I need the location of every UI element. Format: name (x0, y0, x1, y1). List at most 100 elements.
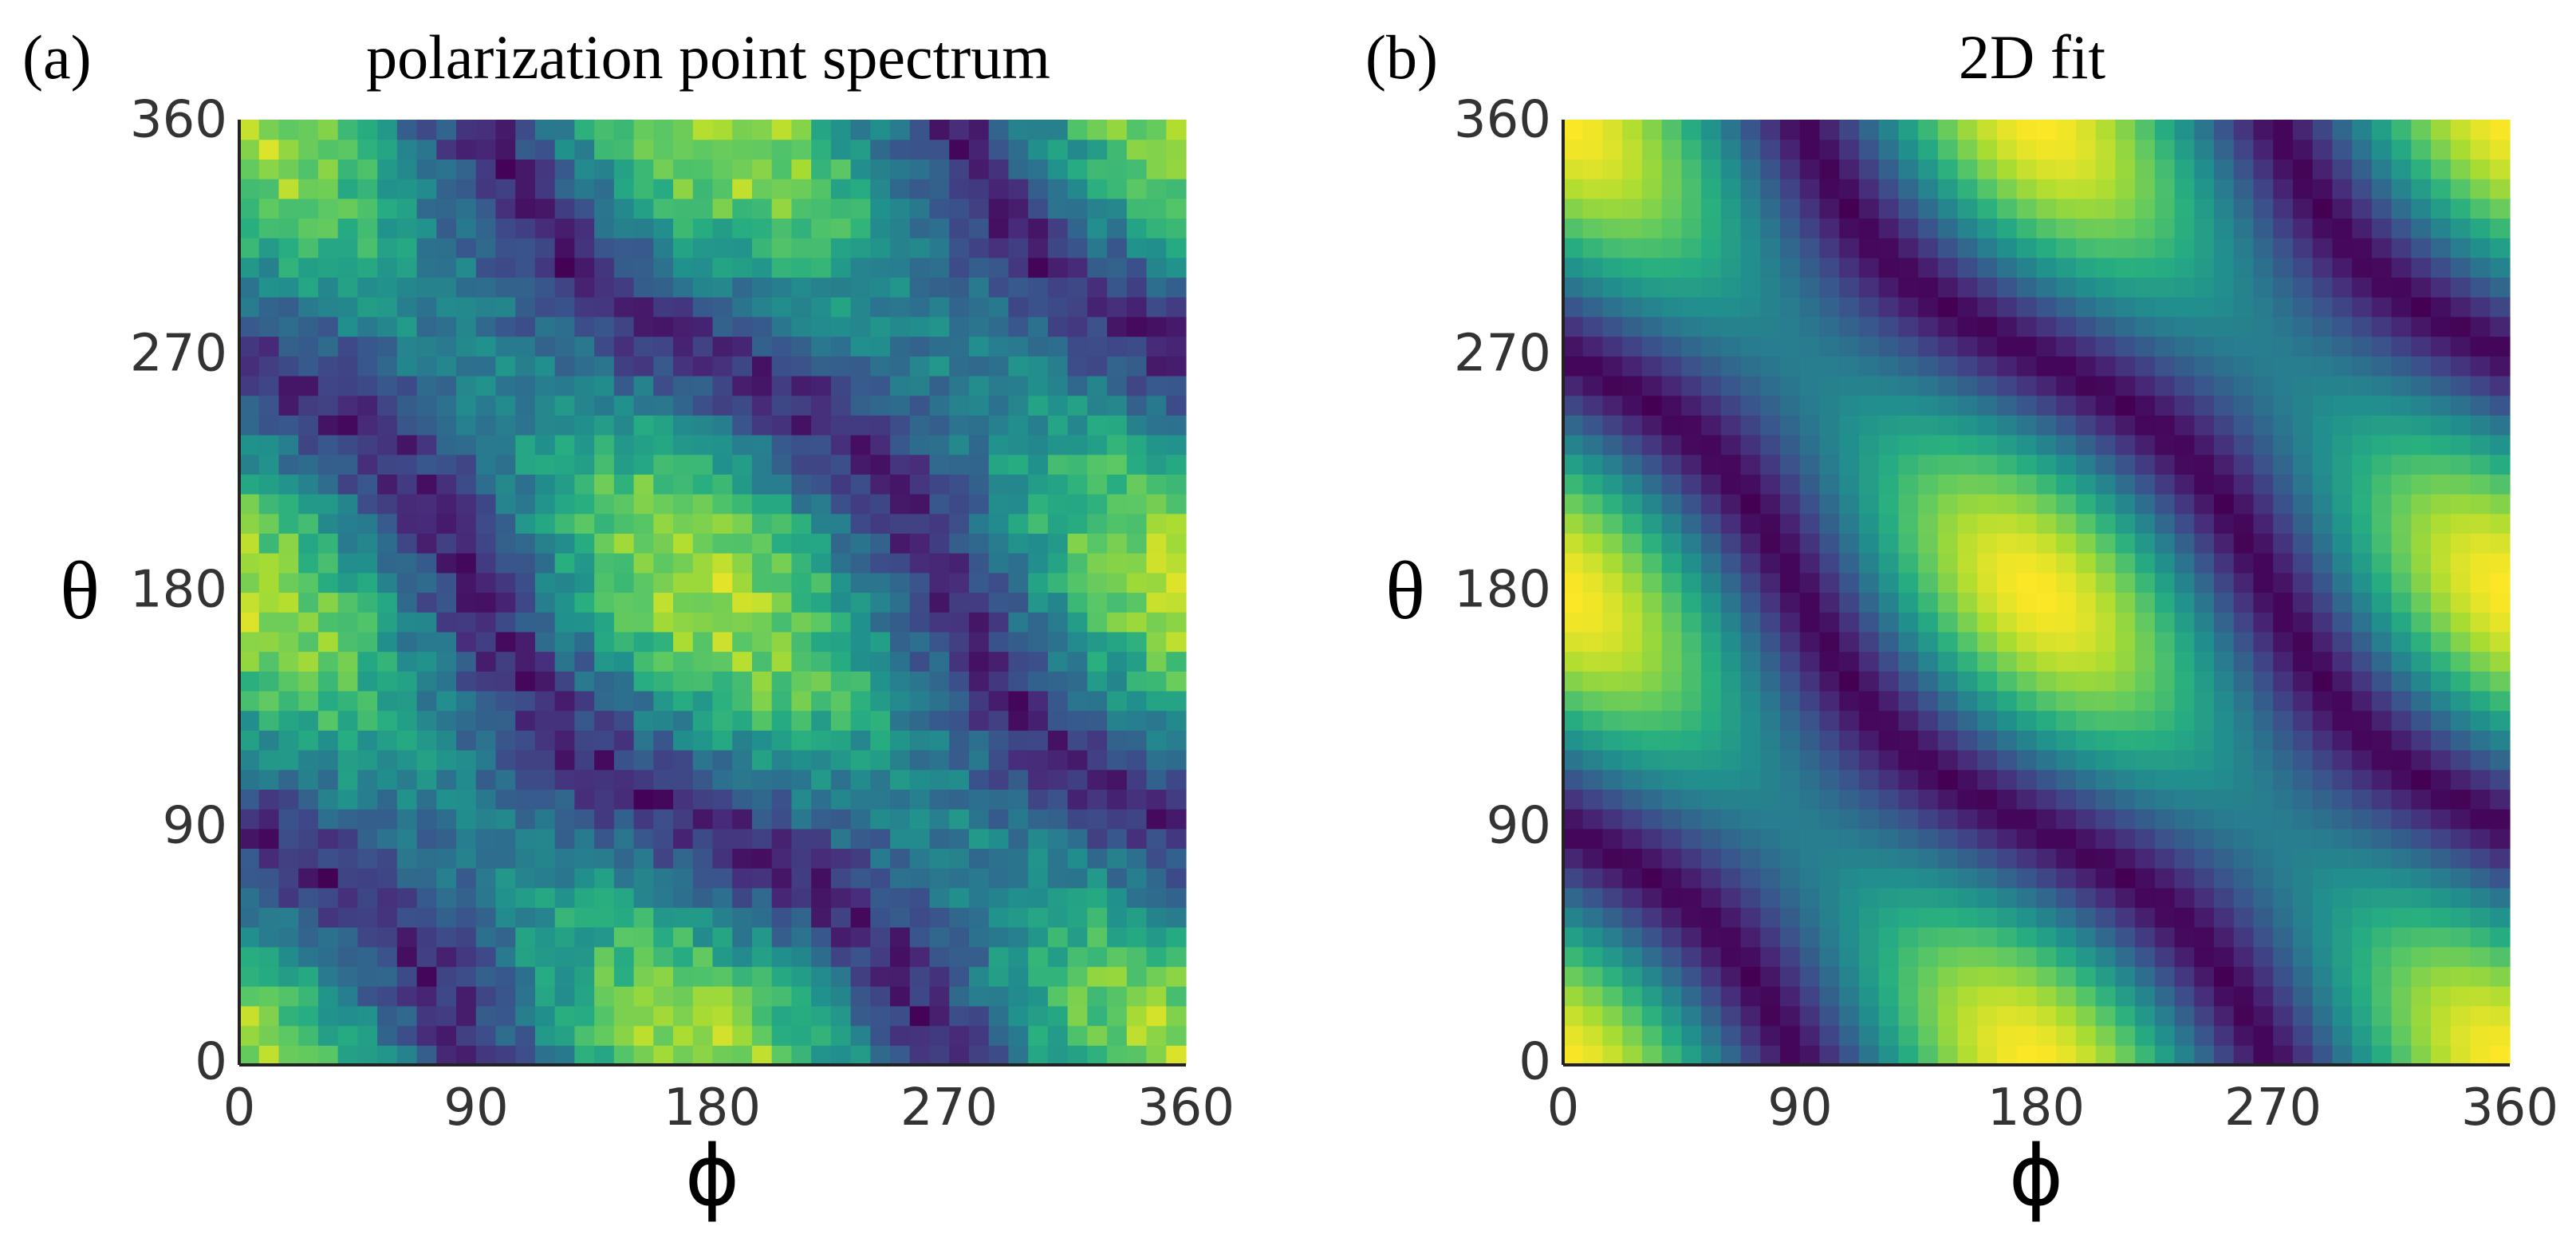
heatmap-cell (2273, 612, 2294, 633)
heatmap-cell (1047, 395, 1069, 416)
heatmap-cell (1582, 198, 1604, 219)
heatmap-cell (830, 336, 852, 357)
heatmap-cell (2273, 671, 2294, 692)
heatmap-cell (968, 769, 990, 790)
heatmap-cell (1799, 946, 1821, 968)
heatmap-cell (298, 946, 319, 968)
heatmap-cell (475, 1025, 497, 1046)
heatmap-cell (1819, 809, 1840, 830)
heatmap-cell (534, 789, 556, 810)
heatmap-cell (613, 238, 635, 258)
heatmap-cell (2115, 828, 2136, 850)
heatmap-cell (495, 572, 516, 593)
heatmap-cell (909, 671, 931, 692)
heatmap-cell (653, 120, 674, 140)
heatmap-cell (1602, 513, 1623, 534)
heatmap-cell (239, 159, 260, 179)
heatmap-cell (2490, 159, 2511, 179)
heatmap-cell (495, 474, 516, 495)
heatmap-cell (929, 1005, 950, 1027)
heatmap-cell (1563, 828, 1584, 850)
heatmap-cell (298, 415, 319, 436)
heatmap-cell (1701, 1025, 1722, 1046)
heatmap-cell (2075, 809, 2097, 830)
heatmap-cell (1008, 198, 1029, 219)
heatmap-cell (298, 927, 319, 948)
heatmap-cell (1760, 356, 1781, 377)
heatmap-cell (298, 159, 319, 179)
heatmap-cell (1701, 316, 1722, 337)
heatmap-cell (1839, 789, 1860, 810)
heatmap-cell (2233, 1005, 2255, 1027)
heatmap-cell (2115, 730, 2136, 751)
heatmap-cell (2135, 435, 2156, 455)
heatmap-cell (1918, 730, 1939, 751)
heatmap-cell (1622, 454, 1643, 475)
heatmap-cell (1760, 1045, 1781, 1066)
heatmap-cell (2214, 474, 2235, 495)
heatmap-cell (1819, 1005, 1840, 1027)
panel-b-ytick-label: 180 (1454, 561, 1551, 620)
heatmap-cell (2016, 316, 2038, 337)
heatmap-cell (870, 277, 891, 298)
heatmap-cell (811, 769, 832, 790)
heatmap-cell (692, 257, 714, 278)
heatmap-cell (2095, 946, 2117, 968)
heatmap-cell (949, 769, 970, 790)
heatmap-cell (2332, 375, 2353, 396)
heatmap-cell (515, 690, 536, 712)
heatmap-cell (396, 435, 418, 455)
heatmap-cell (2135, 277, 2156, 298)
heatmap-cell (1661, 1045, 1682, 1066)
heatmap-cell (357, 375, 378, 396)
heatmap-cell (2174, 474, 2195, 495)
heatmap-cell (1780, 848, 1801, 869)
heatmap-cell (1740, 257, 1761, 278)
heatmap-cell (673, 533, 694, 554)
heatmap-cell (594, 927, 615, 948)
heatmap-cell (2016, 179, 2038, 199)
heatmap-cell (712, 238, 733, 258)
heatmap-cell (1602, 651, 1623, 672)
heatmap-cell (949, 415, 970, 436)
heatmap-cell (692, 316, 714, 337)
heatmap-cell (416, 356, 437, 377)
heatmap-cell (1661, 769, 1682, 790)
heatmap-cell (1997, 533, 2018, 554)
heatmap-cell (456, 631, 477, 653)
heatmap-cell (751, 946, 773, 968)
heatmap-cell (337, 631, 358, 653)
heatmap-cell (298, 336, 319, 357)
heatmap-cell (791, 710, 812, 731)
heatmap-cell (239, 218, 260, 239)
heatmap-cell (574, 592, 595, 613)
heatmap-cell (1760, 513, 1781, 534)
heatmap-cell (1799, 198, 1821, 219)
heatmap-cell (2194, 671, 2215, 692)
heatmap-cell (1087, 474, 1108, 495)
heatmap-cell (377, 198, 398, 219)
heatmap-cell (258, 375, 280, 396)
heatmap-cell (258, 415, 280, 436)
heatmap-cell (1146, 612, 1167, 633)
heatmap-cell (2332, 907, 2353, 928)
heatmap-cell (1780, 887, 1801, 909)
heatmap-cell (2411, 454, 2432, 475)
heatmap-cell (633, 415, 654, 436)
heatmap-cell (1898, 710, 1919, 731)
heatmap-cell (2056, 297, 2077, 317)
heatmap-cell (2135, 710, 2156, 731)
heatmap-cell (850, 789, 871, 810)
heatmap-cell (396, 828, 418, 850)
heatmap-cell (1720, 179, 1742, 199)
heatmap-cell (594, 513, 615, 534)
heatmap-cell (2470, 395, 2491, 416)
heatmap-cell (2154, 238, 2176, 258)
heatmap-cell (2352, 750, 2373, 771)
heatmap-cell (2470, 257, 2491, 278)
heatmap-cell (1087, 356, 1108, 377)
heatmap-cell (2391, 651, 2412, 672)
heatmap-cell (968, 828, 990, 850)
heatmap-cell (1720, 533, 1742, 554)
heatmap-cell (1839, 651, 1860, 672)
